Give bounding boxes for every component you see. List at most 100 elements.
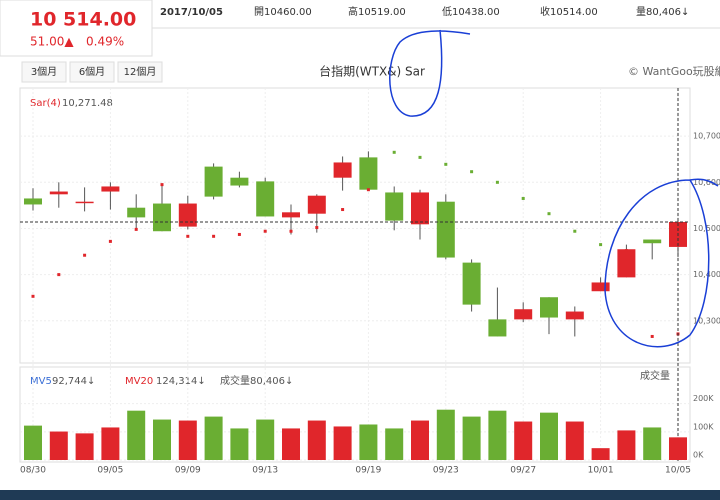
candle-body <box>178 203 197 227</box>
volume-bar <box>565 421 584 460</box>
sar-dot <box>470 170 474 174</box>
sar-dot <box>263 229 267 233</box>
sar-dot <box>83 253 87 257</box>
candle-body <box>411 192 429 225</box>
mv5-value: 92,744↓ <box>52 376 95 387</box>
y-tick-label: 10,400 <box>693 270 720 279</box>
annotation <box>604 178 719 348</box>
button-label[interactable]: 6個月 <box>79 65 105 78</box>
volume-bar <box>256 419 275 460</box>
candle-body <box>282 212 300 218</box>
chart-title: 台指期(WTX&) Sar <box>319 64 425 79</box>
mv20-name: MV20 <box>125 376 153 387</box>
sar-dot <box>521 196 525 200</box>
sar-dot <box>341 208 345 212</box>
x-tick-label: 09/19 <box>355 466 381 476</box>
low: 低10438.00 <box>442 5 500 18</box>
sar-dot <box>57 273 61 277</box>
candle-body <box>24 198 42 205</box>
annotation <box>389 29 471 117</box>
candle-body <box>514 309 533 320</box>
sar-dot <box>573 229 577 233</box>
volume-bar <box>643 427 662 460</box>
button-label[interactable]: 3個月 <box>31 65 57 78</box>
volume-bar <box>385 428 404 460</box>
sar-dot <box>315 226 319 230</box>
sar-dot <box>31 294 35 298</box>
sar-dot <box>624 249 628 253</box>
candle-body <box>75 201 94 204</box>
candle-body <box>436 201 455 258</box>
mv20-value: 124,314↓ <box>156 376 206 387</box>
sar-value: 10,271.48 <box>62 98 113 109</box>
volume-bar <box>204 416 223 460</box>
price-frame <box>19 87 691 364</box>
volume-bar <box>333 426 352 460</box>
x-tick-label: 09/27 <box>510 466 536 476</box>
volume-bar <box>669 437 687 460</box>
sar-name: Sar(4) <box>30 98 61 109</box>
sar-dot <box>134 227 138 231</box>
sar-dot <box>186 234 190 238</box>
date: 2017/10/05 <box>160 7 223 18</box>
x-tick-label: 09/13 <box>252 466 278 476</box>
candle-body <box>230 177 249 186</box>
y-tick-label: 10,600 <box>693 178 720 187</box>
volume-bar <box>540 412 558 460</box>
volume-bar <box>591 448 610 460</box>
vol-value: 80,406↓ <box>250 376 293 387</box>
candle-body <box>488 319 507 337</box>
high: 高10519.00 <box>348 5 406 18</box>
sar-dot <box>392 150 396 154</box>
volume-bar <box>436 409 455 460</box>
mv5-name: MV5 <box>30 376 52 387</box>
volume-bar <box>127 410 146 460</box>
candle-body <box>127 207 146 218</box>
volume: 量80,406↓ <box>636 6 689 18</box>
price: 10 514.00 <box>30 9 136 31</box>
sar-dot <box>237 232 241 236</box>
sar-dot <box>547 212 551 216</box>
y2-tick-label: 100K <box>693 422 714 431</box>
sar-dot <box>212 234 216 238</box>
button[interactable] <box>21 61 67 83</box>
y2-tick-label: 0K <box>693 451 704 460</box>
button-label[interactable]: 12個月 <box>124 65 157 78</box>
sar-dot <box>495 180 499 184</box>
candle-body <box>49 191 68 195</box>
open: 開10460.00 <box>254 6 312 18</box>
credit: © WantGoo玩股網 <box>628 64 720 78</box>
sar-dot <box>650 334 654 338</box>
volume-bar <box>101 427 120 460</box>
candle-body <box>204 166 223 197</box>
volume-label: 成交量 <box>640 369 670 382</box>
candle-body <box>307 195 326 214</box>
candle-body <box>153 203 171 232</box>
button[interactable] <box>117 61 163 83</box>
volume-bar <box>24 425 42 460</box>
volume-bar <box>49 431 68 460</box>
sar-dot <box>366 188 370 192</box>
marks: 10,30010,40010,50010,60010,7000K100K200K… <box>20 88 720 476</box>
candle-body <box>565 311 584 320</box>
volume-bar <box>617 430 636 460</box>
x-tick-label: 08/30 <box>20 466 46 476</box>
volume-bar <box>307 420 326 460</box>
volume-bar <box>411 420 429 460</box>
x-tick-label: 10/01 <box>588 466 614 476</box>
y-tick-label: 10,700 <box>693 132 720 141</box>
candle-body <box>540 297 558 318</box>
volume-bar <box>462 416 481 460</box>
volume-bar <box>282 428 300 460</box>
volume-bar <box>514 421 533 460</box>
x-tick-label: 09/23 <box>433 466 459 476</box>
y2-tick-label: 200K <box>693 394 714 403</box>
candle-body <box>643 239 662 244</box>
button[interactable] <box>69 61 115 83</box>
candle-body <box>617 249 636 278</box>
volume-frame <box>19 366 691 463</box>
sar-dot <box>444 162 448 166</box>
